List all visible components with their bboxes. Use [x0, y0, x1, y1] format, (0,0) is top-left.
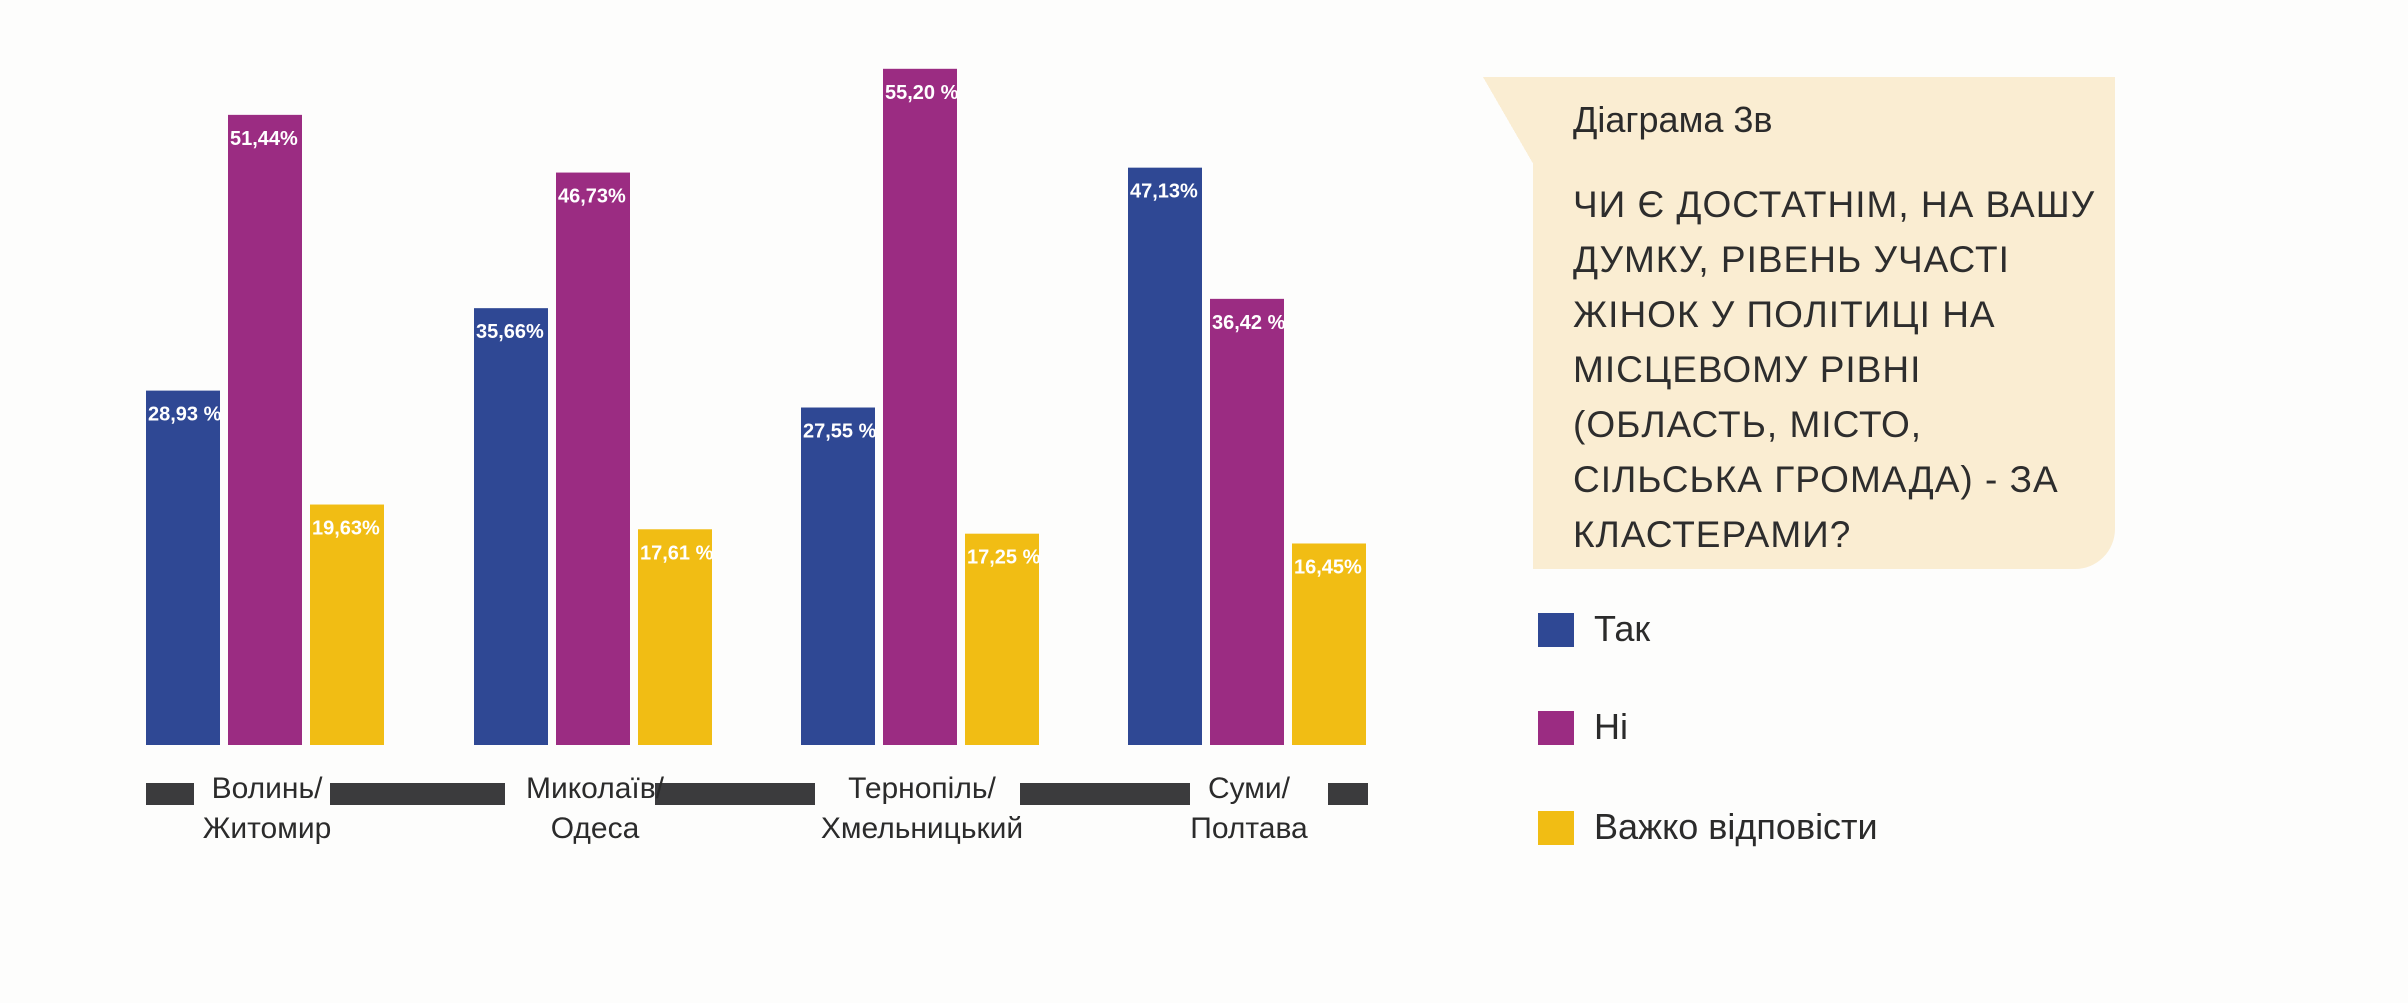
axis-separator-1 — [330, 783, 505, 805]
axis-separator-2 — [655, 783, 815, 805]
data-label-hard-3: 16,45% — [1294, 556, 1362, 578]
callout-notch — [1483, 77, 1535, 167]
diagram-callout: Діаграма 3в ЧИ Є ДОСТАТНІМ, НА ВАШУ ДУМК… — [1533, 77, 2115, 569]
bar-tak-2 — [801, 407, 875, 745]
legend-label-ni: Ні — [1594, 706, 1628, 747]
axis-separator-4 — [1328, 783, 1368, 805]
data-label-tak-2: 27,55 % — [803, 421, 877, 443]
axis-separator-0 — [146, 783, 194, 805]
bar-tak-0 — [146, 390, 220, 745]
category-label-1-0: Миколаїв/ — [526, 772, 665, 805]
bar-ni-2 — [883, 68, 957, 746]
legend-swatch-ni — [1538, 711, 1574, 745]
legend-label-hard-to-say: Важко відповісти — [1594, 806, 1878, 847]
bar-hard-1 — [638, 529, 712, 745]
bar-tak-3 — [1128, 167, 1202, 746]
bar-ni-1 — [556, 172, 630, 745]
category-label-0-0: Волинь/ — [212, 772, 323, 805]
bar-ni-0 — [228, 114, 302, 746]
category-label-3-0: Суми/ — [1208, 772, 1291, 805]
data-label-ni-0: 51,44% — [230, 128, 298, 150]
legend-label-tak: Так — [1594, 608, 1651, 649]
category-label-3-1: Полтава — [1190, 812, 1308, 845]
bar-tak-1 — [474, 308, 548, 745]
data-label-hard-0: 19,63% — [312, 518, 380, 540]
bar-ni-3 — [1210, 298, 1284, 745]
bar-hard-3 — [1292, 543, 1366, 745]
chart-question: ЧИ Є ДОСТАТНІМ, НА ВАШУ ДУМКУ, РІВЕНЬ УЧ… — [1573, 184, 2096, 555]
category-label-0-1: Житомир — [203, 812, 332, 845]
data-label-tak-1: 35,66% — [476, 321, 544, 343]
data-label-ni-3: 36,42 % — [1212, 312, 1286, 334]
category-label-2-0: Тернопіль/ — [848, 772, 996, 805]
category-label-1-1: Одеса — [551, 812, 640, 845]
legend-swatch-hard-to-say — [1538, 811, 1574, 845]
diagram-tag: Діаграма 3в — [1573, 99, 1773, 140]
axis-separator-3 — [1020, 783, 1190, 805]
data-label-hard-1: 17,61 % — [640, 542, 714, 564]
data-label-ni-1: 46,73% — [558, 186, 626, 208]
data-label-hard-2: 17,25 % — [967, 547, 1041, 569]
bar-hard-0 — [310, 504, 384, 745]
bar-hard-2 — [965, 533, 1039, 745]
data-label-tak-0: 28,93 % — [148, 404, 222, 426]
category-label-2-1: Хмельницький — [821, 812, 1023, 845]
data-label-tak-3: 47,13% — [1130, 181, 1198, 203]
data-label-ni-2: 55,20 % — [885, 82, 959, 104]
legend-swatch-tak — [1538, 613, 1574, 647]
bar-chart: 28,93 % 35,66% 27,55 % 47,13% 51,44% 46,73% 55… — [146, 68, 1368, 845]
